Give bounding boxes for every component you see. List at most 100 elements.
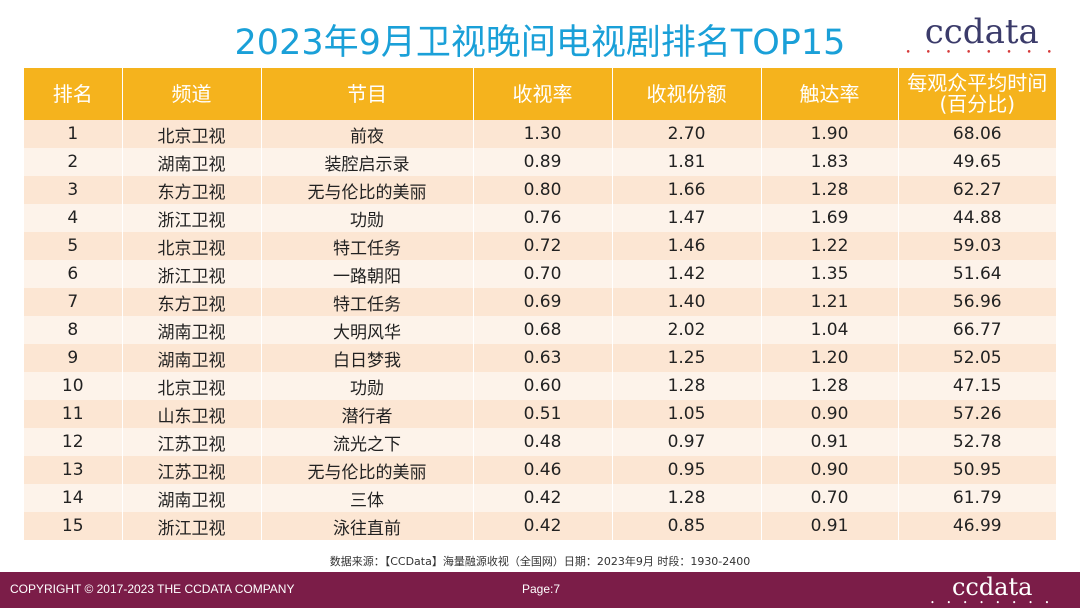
footer-logo-dots: • • • • • • • • <box>930 599 1054 607</box>
cell-rating: 0.42 <box>472 512 612 540</box>
cell-program: 前夜 <box>260 120 473 148</box>
cell-share: 1.81 <box>611 148 761 176</box>
cell-rank: 3 <box>24 176 122 204</box>
cell-reach: 1.90 <box>760 120 898 148</box>
cell-reach: 1.83 <box>760 148 898 176</box>
cell-program: 功勋 <box>260 204 473 232</box>
cell-reach: 0.90 <box>760 456 898 484</box>
table-row: 12 江苏卫视 流光之下 0.48 0.97 0.91 52.78 <box>24 428 1056 456</box>
table-row: 13 江苏卫视 无与伦比的美丽 0.46 0.95 0.90 50.95 <box>24 456 1056 484</box>
table-header-row: 排名 频道 节目 收视率 收视份额 触达率 每观众平均时间 (百分比) <box>24 68 1056 120</box>
cell-rating: 0.80 <box>472 176 612 204</box>
cell-avg-time: 51.64 <box>897 260 1056 288</box>
cell-reach: 1.28 <box>760 372 898 400</box>
header-rating: 收视率 <box>472 68 612 120</box>
cell-rank: 12 <box>24 428 122 456</box>
cell-avg-time: 62.27 <box>897 176 1056 204</box>
cell-avg-time: 56.96 <box>897 288 1056 316</box>
cell-rank: 4 <box>24 204 122 232</box>
cell-share: 0.97 <box>611 428 761 456</box>
cell-share: 2.02 <box>611 316 761 344</box>
cell-channel: 东方卫视 <box>121 288 261 316</box>
header-reach: 触达率 <box>760 68 898 120</box>
cell-rank: 14 <box>24 484 122 512</box>
cell-reach: 1.04 <box>760 316 898 344</box>
ranking-table: 排名 频道 节目 收视率 收视份额 触达率 每观众平均时间 (百分比) 1 北京卫… <box>24 68 1056 540</box>
cell-reach: 0.90 <box>760 400 898 428</box>
cell-share: 1.05 <box>611 400 761 428</box>
cell-share: 1.28 <box>611 372 761 400</box>
cell-program: 无与伦比的美丽 <box>260 176 473 204</box>
cell-channel: 江苏卫视 <box>121 456 261 484</box>
table-row: 4 浙江卫视 功勋 0.76 1.47 1.69 44.88 <box>24 204 1056 232</box>
page-title: 2023年9月卫视晚间电视剧排名TOP15 <box>234 23 846 63</box>
cell-program: 功勋 <box>260 372 473 400</box>
footer-logo-word: ccdata <box>951 573 1033 601</box>
cell-avg-time: 50.95 <box>897 456 1056 484</box>
cell-rank: 11 <box>24 400 122 428</box>
cell-channel: 湖南卫视 <box>121 316 261 344</box>
cell-share: 1.40 <box>611 288 761 316</box>
cell-program: 无与伦比的美丽 <box>260 456 473 484</box>
cell-share: 1.28 <box>611 484 761 512</box>
page-number: Page:7 <box>522 582 561 596</box>
cell-rating: 0.69 <box>472 288 612 316</box>
cell-channel: 浙江卫视 <box>121 204 261 232</box>
table-row: 7 东方卫视 特工任务 0.69 1.40 1.21 56.96 <box>24 288 1056 316</box>
cell-share: 1.42 <box>611 260 761 288</box>
table-row: 3 东方卫视 无与伦比的美丽 0.80 1.66 1.28 62.27 <box>24 176 1056 204</box>
cell-avg-time: 52.05 <box>897 344 1056 372</box>
cell-avg-time: 47.15 <box>897 372 1056 400</box>
cell-channel: 浙江卫视 <box>121 260 261 288</box>
cell-reach: 1.22 <box>760 232 898 260</box>
cell-rating: 0.48 <box>472 428 612 456</box>
cell-program: 大明风华 <box>260 316 473 344</box>
ccdata-logo: ccdata • • • • • • • • <box>906 14 1059 58</box>
cell-avg-time: 57.26 <box>897 400 1056 428</box>
cell-program: 特工任务 <box>260 288 473 316</box>
cell-share: 2.70 <box>611 120 761 148</box>
cell-rank: 8 <box>24 316 122 344</box>
cell-rating: 0.51 <box>472 400 612 428</box>
cell-reach: 0.91 <box>760 512 898 540</box>
cell-share: 1.46 <box>611 232 761 260</box>
cell-channel: 浙江卫视 <box>121 512 261 540</box>
cell-rank: 5 <box>24 232 122 260</box>
table-row: 15 浙江卫视 泳往直前 0.42 0.85 0.91 46.99 <box>24 512 1056 540</box>
table-row: 6 浙江卫视 一路朝阳 0.70 1.42 1.35 51.64 <box>24 260 1056 288</box>
table-row: 9 湖南卫视 白日梦我 0.63 1.25 1.20 52.05 <box>24 344 1056 372</box>
header-channel: 频道 <box>121 68 261 120</box>
header-program: 节目 <box>260 68 473 120</box>
data-source-note: 数据来源：【CCData】海量融源收视（全国网）日期：2023年9月 时段：19… <box>329 555 751 568</box>
cell-reach: 1.20 <box>760 344 898 372</box>
header-share: 收视份额 <box>611 68 761 120</box>
cell-avg-time: 68.06 <box>897 120 1056 148</box>
cell-channel: 湖南卫视 <box>121 344 261 372</box>
cell-channel: 湖南卫视 <box>121 484 261 512</box>
cell-program: 潜行者 <box>260 400 473 428</box>
cell-rating: 0.89 <box>472 148 612 176</box>
cell-program: 流光之下 <box>260 428 473 456</box>
table-row: 5 北京卫视 特工任务 0.72 1.46 1.22 59.03 <box>24 232 1056 260</box>
copyright-text: COPYRIGHT © 2017-2023 THE CCDATA COMPANY <box>10 582 295 596</box>
cell-rating: 0.76 <box>472 204 612 232</box>
cell-rating: 0.63 <box>472 344 612 372</box>
cell-rating: 0.46 <box>472 456 612 484</box>
cell-program: 三体 <box>260 484 473 512</box>
table-row: 1 北京卫视 前夜 1.30 2.70 1.90 68.06 <box>24 120 1056 148</box>
cell-program: 白日梦我 <box>260 344 473 372</box>
cell-rank: 2 <box>24 148 122 176</box>
cell-reach: 0.70 <box>760 484 898 512</box>
cell-rating: 0.72 <box>472 232 612 260</box>
cell-share: 1.47 <box>611 204 761 232</box>
cell-share: 0.85 <box>611 512 761 540</box>
cell-avg-time: 52.78 <box>897 428 1056 456</box>
cell-program: 泳往直前 <box>260 512 473 540</box>
table-row: 2 湖南卫视 装腔启示录 0.89 1.81 1.83 49.65 <box>24 148 1056 176</box>
cell-avg-time: 49.65 <box>897 148 1056 176</box>
cell-avg-time: 44.88 <box>897 204 1056 232</box>
table-row: 14 湖南卫视 三体 0.42 1.28 0.70 61.79 <box>24 484 1056 512</box>
cell-program: 装腔启示录 <box>260 148 473 176</box>
cell-rank: 13 <box>24 456 122 484</box>
cell-reach: 0.91 <box>760 428 898 456</box>
